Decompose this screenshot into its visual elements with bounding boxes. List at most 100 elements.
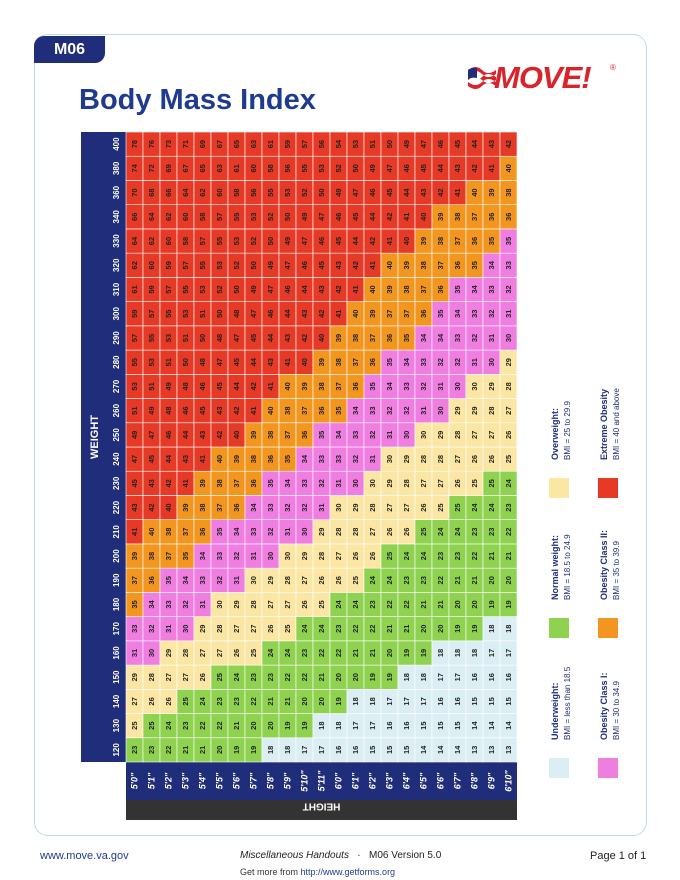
bmi-value: 17 (351, 721, 360, 729)
bmi-value: 41 (385, 237, 394, 245)
bmi-value: 43 (266, 358, 275, 366)
weight-tick-label: 120 (112, 743, 121, 757)
bmi-value: 46 (334, 213, 343, 221)
footer-version: M06 Version 5.0 (368, 850, 442, 861)
bmi-value: 34 (283, 478, 292, 487)
bmi-value: 30 (334, 503, 343, 511)
bmi-value: 35 (487, 237, 496, 245)
bmi-value: 45 (334, 237, 343, 245)
footer-website-link[interactable]: www.move.va.gov (40, 850, 129, 862)
bmi-value: 20 (215, 746, 224, 754)
bmi-value: 29 (198, 625, 207, 633)
bmi-value: 36 (470, 237, 479, 245)
bmi-value: 38 (266, 431, 275, 439)
bmi-value: 20 (487, 576, 496, 584)
bmi-value: 37 (402, 310, 411, 318)
bmi-value: 34 (385, 381, 394, 390)
bmi-value: 32 (181, 600, 190, 608)
bmi-value: 23 (130, 746, 139, 754)
bmi-value: 22 (215, 721, 224, 729)
bmi-value: 39 (419, 237, 428, 245)
bmi-value: 24 (402, 551, 411, 560)
bmi-value: 26 (504, 431, 513, 439)
bmi-value: 28 (283, 576, 292, 584)
bmi-value: 39 (130, 552, 139, 560)
bmi-value: 55 (130, 358, 139, 366)
bmi-value: 32 (351, 455, 360, 463)
height-tick-label: 5'9" (283, 772, 293, 789)
bmi-value: 34 (453, 309, 462, 318)
bmi-value: 46 (402, 164, 411, 172)
weight-tick-label: 260 (112, 403, 121, 417)
bmi-value: 45 (317, 261, 326, 269)
bmi-value: 39 (317, 358, 326, 366)
bmi-value: 57 (164, 285, 173, 293)
bmi-value: 35 (402, 334, 411, 342)
bmi-value: 57 (130, 334, 139, 342)
bmi-value: 47 (130, 455, 139, 463)
bmi-value: 33 (266, 503, 275, 511)
bmi-value: 27 (181, 673, 190, 681)
bmi-value: 30 (385, 455, 394, 463)
bmi-value: 21 (368, 649, 377, 657)
bmi-value: 40 (147, 528, 156, 536)
bmi-value: 43 (130, 503, 139, 511)
bmi-value: 37 (368, 334, 377, 342)
bmi-value: 16 (487, 673, 496, 681)
bmi-value: 34 (419, 333, 428, 342)
bmi-value: 36 (266, 455, 275, 463)
bmi-value: 64 (130, 236, 139, 245)
bmi-value: 42 (351, 261, 360, 269)
bmi-value: 18 (334, 721, 343, 729)
bmi-value: 42 (215, 431, 224, 439)
bmi-value: 38 (436, 237, 445, 245)
bmi-value: 13 (504, 746, 513, 754)
bmi-value: 31 (504, 310, 513, 318)
bmi-value: 27 (487, 431, 496, 439)
bmi-value: 35 (504, 237, 513, 245)
bmi-value: 33 (402, 382, 411, 390)
bmi-value: 26 (334, 576, 343, 584)
bmi-value: 19 (232, 746, 241, 754)
bmi-value: 24 (232, 672, 241, 681)
bmi-value: 27 (215, 649, 224, 657)
bmi-value: 26 (487, 455, 496, 463)
height-tick-label: 6'6" (436, 772, 446, 789)
weight-tick-label: 290 (112, 331, 121, 345)
bmi-value: 22 (300, 673, 309, 681)
bmi-value: 18 (453, 649, 462, 657)
bmi-value: 31 (385, 431, 394, 439)
bmi-value: 17 (436, 673, 445, 681)
bmi-value: 38 (402, 285, 411, 293)
bmi-value: 31 (470, 358, 479, 366)
bmi-value: 35 (436, 310, 445, 318)
bmi-value: 15 (487, 697, 496, 705)
weight-tick-label: 300 (112, 307, 121, 321)
bmi-value: 41 (453, 188, 462, 196)
get-more-link[interactable]: http://www.getforms.org (300, 867, 396, 877)
bmi-value: 45 (147, 455, 156, 463)
bmi-value: 67 (181, 164, 190, 172)
bmi-value: 43 (198, 431, 207, 439)
weight-tick-label: 270 (112, 379, 121, 393)
bmi-value: 44 (232, 381, 241, 390)
bmi-value: 20 (334, 673, 343, 681)
bmi-value: 43 (487, 140, 496, 148)
bmi-value: 37 (385, 310, 394, 318)
bmi-value: 21 (402, 625, 411, 633)
height-tick-label: 5'6" (232, 772, 242, 789)
bmi-value: 31 (317, 503, 326, 511)
bmi-value: 17 (402, 697, 411, 705)
bmi-value: 40 (283, 382, 292, 390)
bmi-value: 41 (334, 310, 343, 318)
legend-range-ob2: BMI = 35 to 39.9 (612, 541, 621, 600)
bmi-value: 45 (453, 140, 462, 148)
bmi-value: 15 (504, 697, 513, 705)
bmi-value: 32 (402, 406, 411, 414)
bmi-value: 39 (334, 334, 343, 342)
bmi-value: 39 (436, 213, 445, 221)
bmi-value: 23 (504, 503, 513, 511)
bmi-value: 44 (300, 285, 309, 294)
bmi-value: 26 (266, 625, 275, 633)
bmi-value: 42 (334, 285, 343, 293)
